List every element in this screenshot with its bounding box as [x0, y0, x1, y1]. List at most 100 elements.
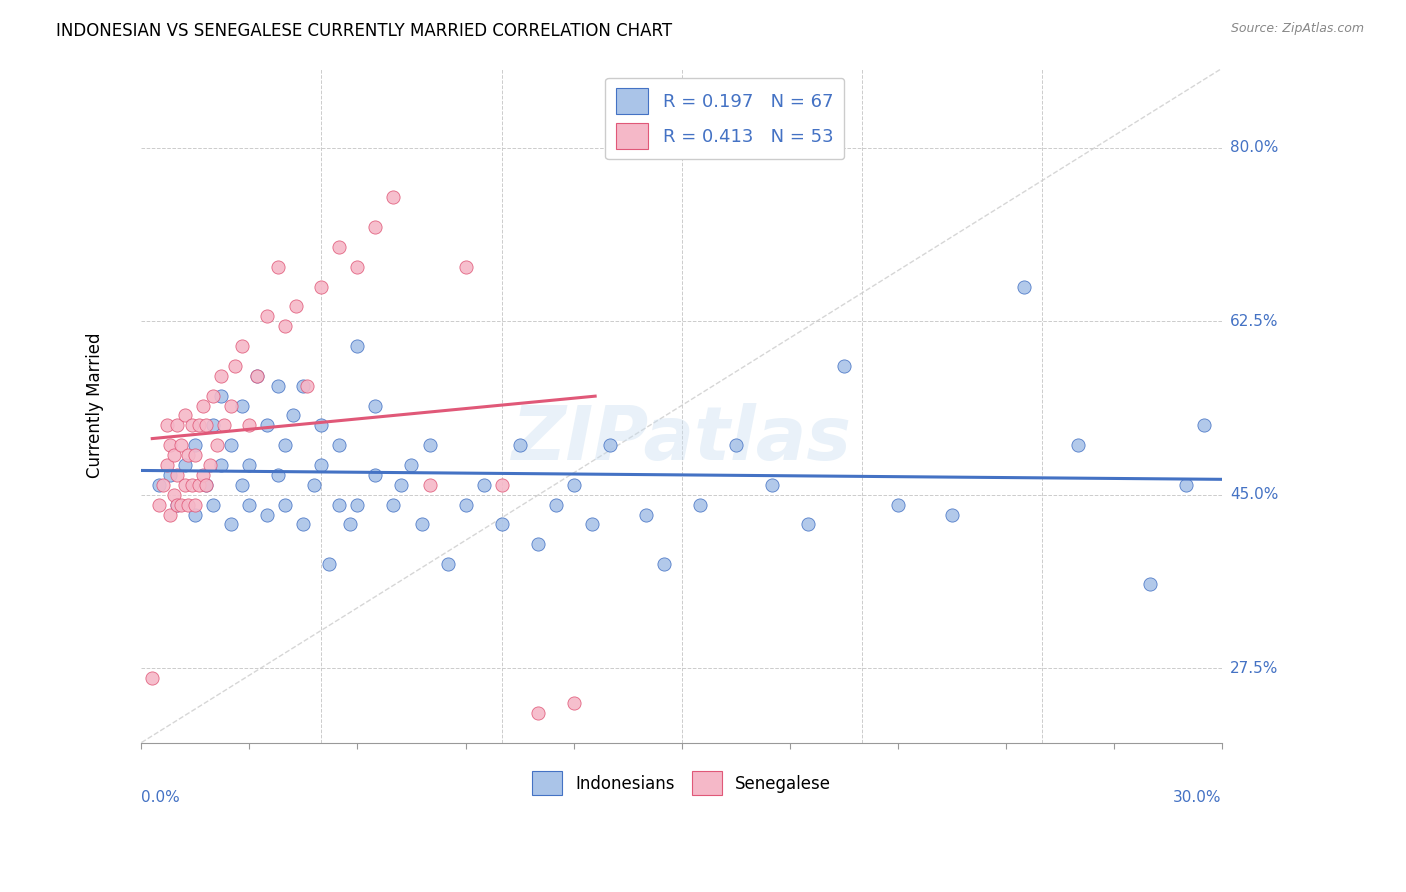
- Point: [418, 438, 440, 452]
- Point: [689, 498, 711, 512]
- Point: [832, 359, 855, 373]
- Point: [285, 300, 308, 314]
- Point: [346, 260, 368, 274]
- Text: ZIPatlas: ZIPatlas: [512, 403, 852, 475]
- Point: [152, 478, 174, 492]
- Point: [382, 498, 405, 512]
- Point: [281, 409, 304, 423]
- Point: [202, 498, 225, 512]
- Text: 30.0%: 30.0%: [1173, 789, 1222, 805]
- Text: 80.0%: 80.0%: [1230, 140, 1278, 155]
- Point: [274, 498, 297, 512]
- Text: 0.0%: 0.0%: [142, 789, 180, 805]
- Point: [231, 399, 253, 413]
- Point: [173, 409, 195, 423]
- Point: [311, 458, 333, 472]
- Point: [562, 478, 585, 492]
- Point: [454, 498, 477, 512]
- Point: [159, 508, 181, 522]
- Point: [180, 418, 202, 433]
- Point: [166, 498, 188, 512]
- Text: 27.5%: 27.5%: [1230, 661, 1278, 676]
- Point: [256, 508, 278, 522]
- Point: [274, 319, 297, 334]
- Point: [364, 220, 387, 235]
- Point: [156, 418, 179, 433]
- Point: [1174, 478, 1197, 492]
- Point: [491, 478, 513, 492]
- Point: [198, 458, 221, 472]
- Point: [209, 368, 232, 383]
- Text: Source: ZipAtlas.com: Source: ZipAtlas.com: [1230, 22, 1364, 36]
- Point: [328, 438, 350, 452]
- Point: [1139, 577, 1161, 591]
- Point: [195, 418, 218, 433]
- Point: [231, 478, 253, 492]
- Point: [526, 537, 548, 551]
- Point: [1012, 279, 1035, 293]
- Point: [224, 359, 246, 373]
- Point: [311, 279, 333, 293]
- Point: [886, 498, 908, 512]
- Legend: Indonesians, Senegalese: Indonesians, Senegalese: [526, 764, 838, 802]
- Point: [212, 418, 235, 433]
- Point: [173, 458, 195, 472]
- Point: [436, 557, 458, 571]
- Point: [205, 438, 228, 452]
- Point: [170, 438, 193, 452]
- Point: [418, 478, 440, 492]
- Point: [202, 418, 225, 433]
- Point: [634, 508, 657, 522]
- Point: [177, 448, 200, 462]
- Point: [238, 458, 260, 472]
- Point: [339, 517, 361, 532]
- Point: [256, 418, 278, 433]
- Point: [195, 478, 218, 492]
- Point: [295, 378, 318, 392]
- Point: [509, 438, 531, 452]
- Point: [274, 438, 297, 452]
- Point: [311, 418, 333, 433]
- Point: [267, 260, 290, 274]
- Point: [184, 448, 207, 462]
- Point: [292, 517, 315, 532]
- Point: [166, 498, 188, 512]
- Point: [256, 310, 278, 324]
- Point: [267, 467, 290, 482]
- Point: [148, 478, 170, 492]
- Point: [292, 378, 315, 392]
- Point: [209, 458, 232, 472]
- Point: [184, 508, 207, 522]
- Point: [191, 399, 214, 413]
- Point: [401, 458, 423, 472]
- Point: [148, 498, 170, 512]
- Point: [364, 467, 387, 482]
- Point: [941, 508, 963, 522]
- Point: [141, 671, 163, 685]
- Point: [454, 260, 477, 274]
- Point: [246, 368, 269, 383]
- Point: [195, 478, 218, 492]
- Point: [184, 438, 207, 452]
- Point: [724, 438, 747, 452]
- Point: [411, 517, 433, 532]
- Point: [238, 418, 260, 433]
- Point: [346, 339, 368, 353]
- Point: [346, 498, 368, 512]
- Point: [328, 498, 350, 512]
- Point: [652, 557, 675, 571]
- Point: [163, 488, 186, 502]
- Text: Currently Married: Currently Married: [86, 333, 104, 478]
- Point: [170, 498, 193, 512]
- Text: INDONESIAN VS SENEGALESE CURRENTLY MARRIED CORRELATION CHART: INDONESIAN VS SENEGALESE CURRENTLY MARRI…: [56, 22, 672, 40]
- Point: [166, 467, 188, 482]
- Point: [221, 517, 243, 532]
- Point: [238, 498, 260, 512]
- Point: [188, 478, 211, 492]
- Point: [304, 478, 326, 492]
- Point: [1066, 438, 1088, 452]
- Point: [173, 478, 195, 492]
- Point: [796, 517, 818, 532]
- Point: [188, 418, 211, 433]
- Point: [364, 399, 387, 413]
